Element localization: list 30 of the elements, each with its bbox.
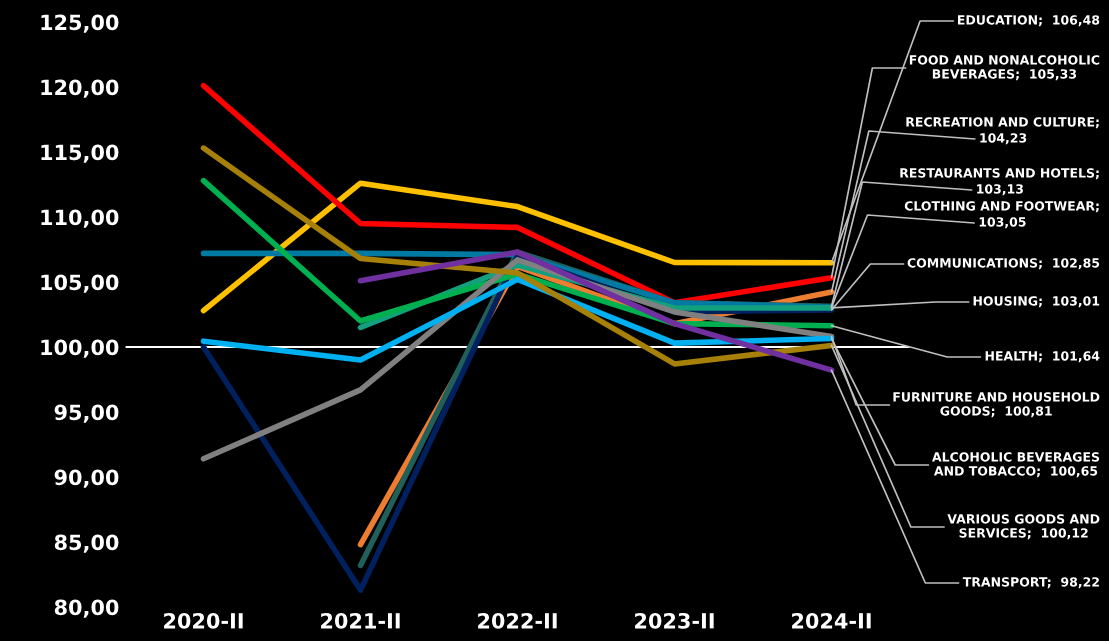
y-tick-label: 125,00 — [41, 14, 119, 33]
y-tick-label: 90,00 — [54, 469, 119, 488]
x-tick-label: 2024-II — [792, 612, 871, 629]
text: CLOTHING AND FOOTWEAR; — [904, 201, 1099, 213]
x-tick-label: 2020-II — [164, 612, 243, 629]
text: FOOD AND NONALCOHOLIC BEVERAGES; 105,33 — [909, 55, 1100, 81]
text: COMMUNICATIONS; 102,85 — [907, 258, 1100, 270]
y-tick-label: 100,00 — [41, 339, 119, 358]
y-tick-label: 115,00 — [41, 144, 119, 163]
text: TRANSPORT; 98,22 — [962, 577, 1099, 589]
data-label: 103,05 — [979, 217, 1026, 229]
text: VARIOUS GOODS AND SERVICES; 100,12 — [947, 514, 1100, 540]
data-label: 103,13 — [977, 184, 1023, 196]
text: HEALTH; 101,64 — [985, 351, 1100, 363]
text: RECREATION AND CULTURE; — [906, 117, 1099, 129]
y-tick-label: 110,00 — [41, 209, 119, 228]
text: ALCOHOLIC BEVERAGES AND TOBACCO; 100,65 — [932, 452, 1100, 478]
y-tick-label: 80,00 — [54, 599, 119, 618]
y-tick-label: 95,00 — [54, 404, 119, 423]
x-tick-label: 2022-II — [478, 612, 557, 629]
data-label: 104,23 — [980, 133, 1027, 145]
x-tick-label: 2023-II — [635, 612, 714, 629]
y-tick-label: 85,00 — [54, 534, 119, 553]
text: EDUCATION; 106,48 — [958, 15, 1100, 27]
text: RESTAURANTS AND HOTELS; — [900, 168, 1099, 180]
y-tick-label: 105,00 — [41, 274, 119, 293]
x-tick-label: 2021-II — [321, 612, 400, 629]
text: FURNITURE AND HOUSEHOLD GOODS; 100,81 — [893, 392, 1100, 418]
text: HOUSING; 103,01 — [973, 296, 1100, 308]
y-tick-label: 120,00 — [41, 79, 119, 98]
